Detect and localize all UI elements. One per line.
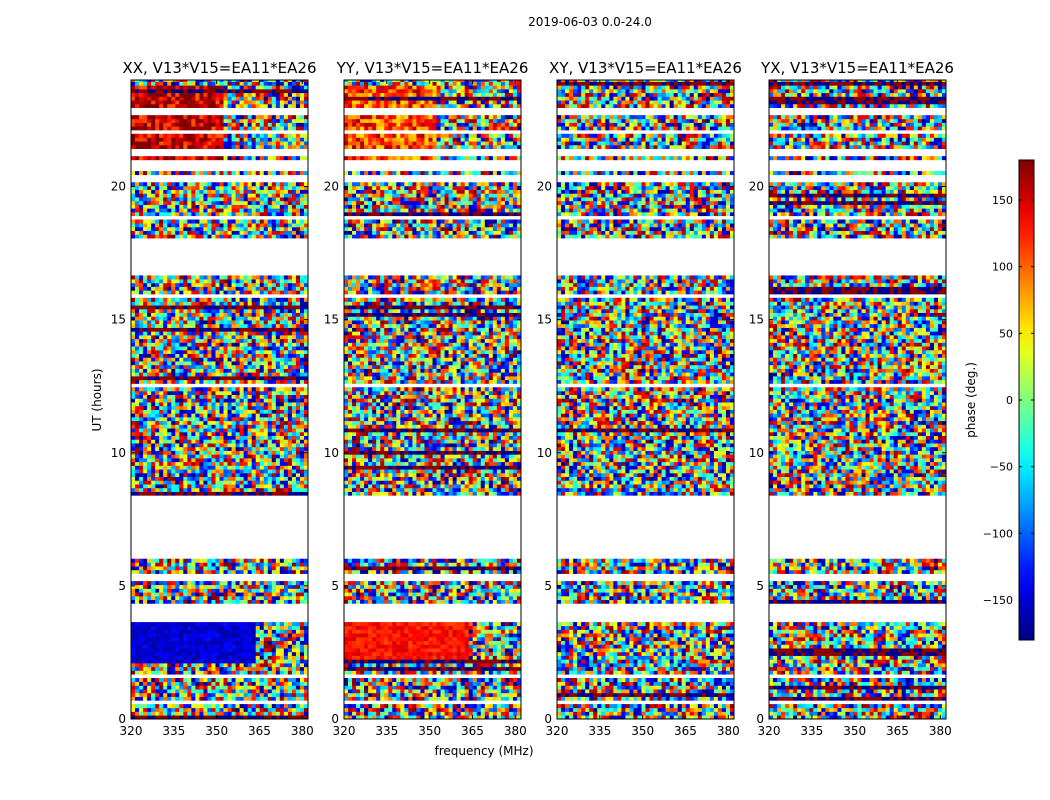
y-tick-label: 5 — [544, 579, 552, 593]
colorbar: 150 100 50 0 −50 −100 −150 phase (deg.) — [964, 159, 1035, 641]
x-tick-label: 380 — [291, 724, 314, 738]
y-tick-label: 15 — [111, 313, 126, 327]
colorbar-label: phase (deg.) — [964, 362, 978, 438]
figure-title: 2019-06-03 0.0-24.0 — [528, 15, 652, 29]
y-tick-label: 5 — [331, 579, 339, 593]
panel-frame — [556, 79, 735, 720]
x-axis-label: frequency (MHz) — [434, 744, 533, 758]
x-tick-label: 335 — [375, 724, 398, 738]
x-tick-label: 365 — [248, 724, 271, 738]
y-tick-label: 0 — [756, 712, 764, 726]
panel-xx: XX, V13*V15=EA11*EA26 320 335 350 365 380 0 5 10… — [111, 59, 317, 738]
x-tick-label: 335 — [588, 724, 611, 738]
y-tick-label: 10 — [537, 446, 552, 460]
phase-heatmap-xx — [131, 80, 308, 719]
x-tick-label: 320 — [333, 724, 356, 738]
y-tick-label: 5 — [756, 579, 764, 593]
y-tick-label: 20 — [111, 180, 126, 194]
colorbar-tick-label: −150 — [983, 594, 1013, 607]
phase-heatmap-yx — [769, 80, 946, 719]
x-tick-label: 380 — [504, 724, 527, 738]
y-tick-label: 10 — [749, 446, 764, 460]
colorbar-tick-label: 100 — [992, 261, 1013, 274]
y-tick-label: 20 — [324, 180, 339, 194]
colorbar-tick-label: 150 — [992, 194, 1013, 207]
y-tick-label: 0 — [118, 712, 126, 726]
panel-yy: YY, V13*V15=EA11*EA26 320 335 350 365 380 0 5 10… — [324, 59, 529, 738]
colorbar-tick-label: 0 — [1006, 394, 1013, 407]
panel-frame — [343, 79, 522, 720]
y-tick-label: 10 — [324, 446, 339, 460]
x-tick-label: 335 — [162, 724, 185, 738]
x-tick-label: 350 — [631, 724, 654, 738]
colorbar-tick-label: −50 — [990, 461, 1013, 474]
panel-title-yy: YY, V13*V15=EA11*EA26 — [336, 59, 529, 77]
x-tick-label: 320 — [758, 724, 781, 738]
x-tick-label: 380 — [929, 724, 952, 738]
x-tick-label: 335 — [800, 724, 823, 738]
panel-title-yx: YX, V13*V15=EA11*EA26 — [760, 59, 954, 77]
panel-xy: XY, V13*V15=EA11*EA26 320 335 350 365 380 0 5 10… — [537, 59, 742, 738]
y-tick-label: 15 — [749, 313, 764, 327]
x-tick-label: 350 — [205, 724, 228, 738]
panels-group: XX, V13*V15=EA11*EA26 320 335 350 365 380 0 5 10… — [111, 59, 954, 738]
y-tick-label: 0 — [544, 712, 552, 726]
x-tick-label: 365 — [674, 724, 697, 738]
x-tick-label: 365 — [886, 724, 909, 738]
panel-frame — [130, 79, 309, 720]
phase-heatmap-yy — [344, 80, 521, 719]
y-axis-label: UT (hours) — [90, 368, 104, 431]
panel-frame — [768, 79, 947, 720]
panel-title-xx: XX, V13*V15=EA11*EA26 — [122, 59, 316, 77]
x-tick-label: 320 — [120, 724, 143, 738]
y-tick-label: 20 — [749, 180, 764, 194]
x-tick-label: 350 — [418, 724, 441, 738]
x-tick-label: 350 — [843, 724, 866, 738]
y-tick-label: 0 — [331, 712, 339, 726]
y-tick-label: 5 — [118, 579, 126, 593]
x-tick-label: 380 — [717, 724, 740, 738]
y-tick-label: 20 — [537, 180, 552, 194]
colorbar-tick-label: 50 — [999, 327, 1013, 340]
panel-yx: YX, V13*V15=EA11*EA26 320 335 350 365 380 0 5 10… — [749, 59, 954, 738]
phase-heatmap-xy — [557, 80, 734, 719]
colorbar-tick-label: −100 — [983, 527, 1013, 540]
x-tick-label: 365 — [461, 724, 484, 738]
panel-title-xy: XY, V13*V15=EA11*EA26 — [549, 59, 742, 77]
y-tick-label: 15 — [324, 313, 339, 327]
y-tick-label: 10 — [111, 446, 126, 460]
x-tick-label: 320 — [546, 724, 569, 738]
y-tick-label: 15 — [537, 313, 552, 327]
